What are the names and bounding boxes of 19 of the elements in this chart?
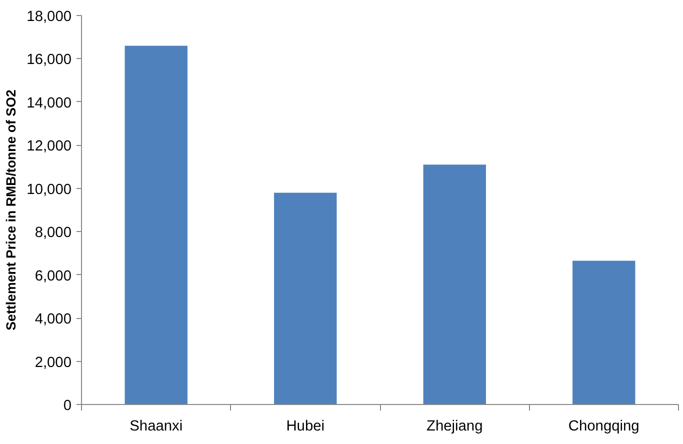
x-tick-label: Shaanxi [130, 418, 183, 434]
bar [423, 164, 486, 404]
y-tick-label: 16,000 [26, 52, 72, 68]
bar [274, 192, 337, 404]
bar [572, 260, 636, 404]
y-tick-label: 12,000 [26, 138, 72, 155]
y-tick-label: 14,000 [26, 95, 72, 112]
bar [124, 46, 188, 404]
y-tick-label: 2,000 [34, 354, 72, 371]
y-tick-label: 10,000 [26, 182, 72, 198]
y-tick-label: 18,000 [26, 9, 72, 25]
x-tick-label: Zhejiang [426, 418, 483, 434]
y-tick-label: 8,000 [34, 225, 72, 242]
y-tick-label: 0 [63, 398, 72, 414]
x-tick-label: Chongqing [568, 418, 640, 434]
x-tick-label: Hubei [286, 418, 325, 434]
y-tick-label: 6,000 [34, 268, 72, 284]
y-tick-label: 4,000 [34, 312, 72, 328]
y-axis-title: Settlement Price in RMB/tonne of SO2 [4, 90, 19, 330]
